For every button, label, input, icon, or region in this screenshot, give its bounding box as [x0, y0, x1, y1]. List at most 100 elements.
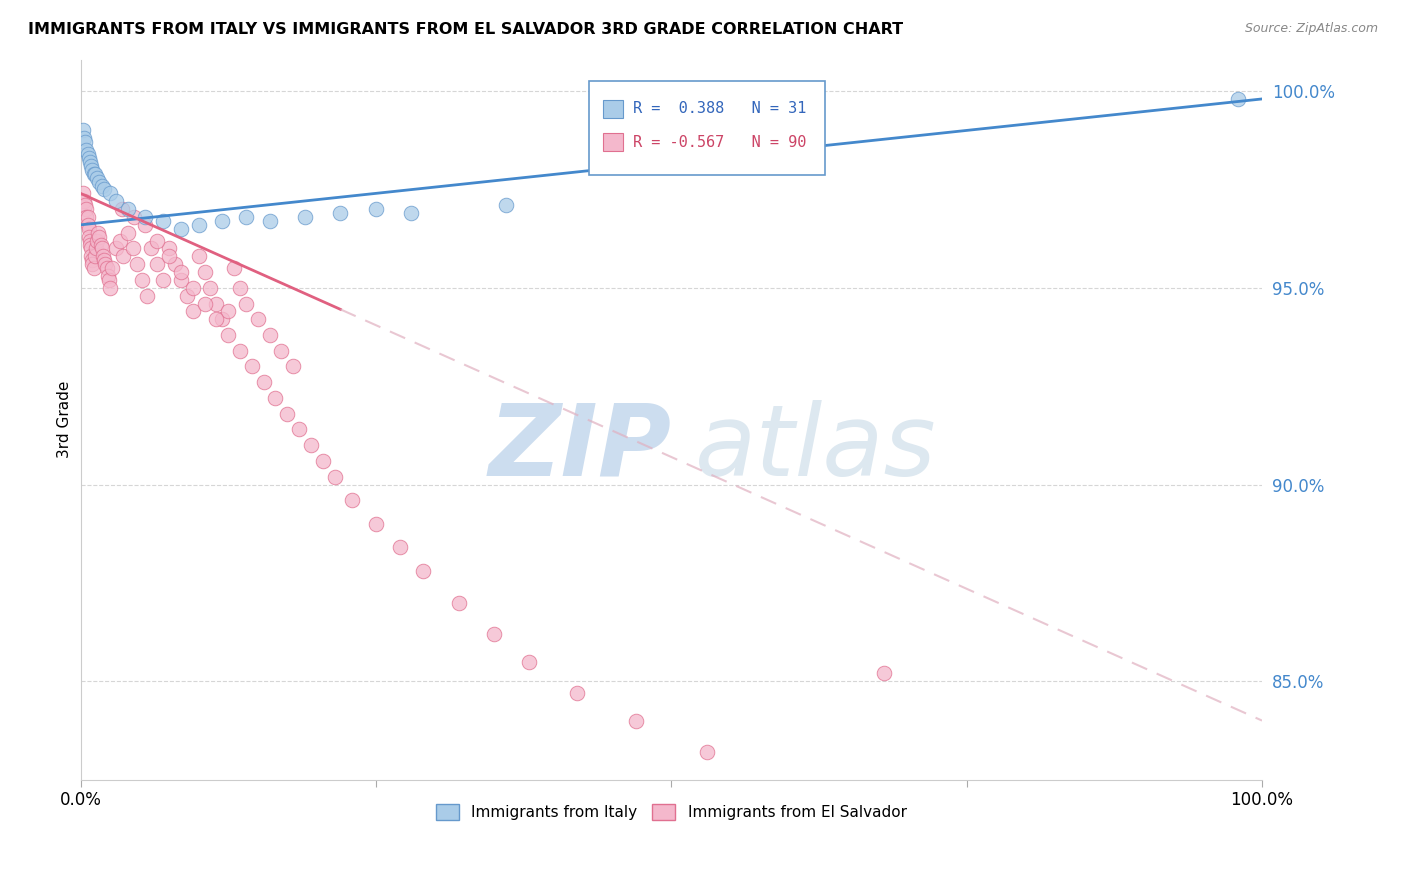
- Point: [229, 281, 252, 295]
- Point: [82, 162, 104, 177]
- Point: [342, 493, 364, 508]
- Point: [117, 202, 139, 216]
- Text: atlas: atlas: [695, 400, 936, 497]
- Point: [84, 242, 107, 256]
- Point: [181, 281, 204, 295]
- Point: [83, 167, 105, 181]
- Point: [211, 312, 233, 326]
- Point: [87, 226, 110, 240]
- Point: [217, 304, 239, 318]
- Point: [873, 666, 896, 681]
- Point: [83, 261, 105, 276]
- Point: [104, 242, 127, 256]
- Point: [364, 202, 387, 216]
- Legend: Immigrants from Italy, Immigrants from El Salvador: Immigrants from Italy, Immigrants from E…: [430, 797, 912, 826]
- Point: [90, 178, 112, 193]
- Point: [98, 281, 121, 295]
- Text: Source: ZipAtlas.com: Source: ZipAtlas.com: [1244, 22, 1378, 36]
- Text: IMMIGRANTS FROM ITALY VS IMMIGRANTS FROM EL SALVADOR 3RD GRADE CORRELATION CHART: IMMIGRANTS FROM ITALY VS IMMIGRANTS FROM…: [28, 22, 903, 37]
- Point: [86, 234, 108, 248]
- Point: [235, 210, 257, 224]
- Point: [93, 253, 115, 268]
- Point: [176, 288, 198, 302]
- Point: [146, 234, 169, 248]
- Point: [565, 686, 588, 700]
- Point: [170, 221, 193, 235]
- Point: [170, 265, 193, 279]
- Point: [270, 343, 292, 358]
- Point: [89, 229, 111, 244]
- Point: [82, 253, 104, 268]
- Point: [519, 655, 541, 669]
- Point: [240, 359, 263, 374]
- Point: [364, 516, 387, 531]
- Point: [73, 131, 96, 145]
- Point: [83, 249, 105, 263]
- Point: [217, 328, 239, 343]
- Point: [94, 257, 117, 271]
- Point: [75, 135, 97, 149]
- Point: [134, 218, 156, 232]
- Point: [117, 226, 139, 240]
- Point: [122, 210, 145, 224]
- Point: [134, 210, 156, 224]
- Point: [264, 391, 287, 405]
- Point: [101, 261, 124, 276]
- Point: [121, 242, 143, 256]
- Point: [75, 202, 97, 216]
- Point: [111, 202, 134, 216]
- Point: [112, 249, 135, 263]
- Point: [89, 175, 111, 189]
- Point: [294, 210, 316, 224]
- Text: R =  0.388   N = 31: R = 0.388 N = 31: [633, 101, 806, 116]
- Point: [77, 229, 100, 244]
- Point: [77, 151, 100, 165]
- Text: ZIP: ZIP: [488, 400, 671, 497]
- Point: [329, 206, 352, 220]
- Y-axis label: 3rd Grade: 3rd Grade: [58, 381, 72, 458]
- Point: [276, 407, 298, 421]
- Point: [131, 273, 153, 287]
- Point: [96, 261, 118, 276]
- Point: [187, 218, 209, 232]
- Point: [163, 257, 186, 271]
- Point: [79, 234, 101, 248]
- Point: [80, 249, 103, 263]
- Point: [299, 438, 322, 452]
- Point: [80, 242, 103, 256]
- Point: [146, 257, 169, 271]
- Point: [259, 214, 281, 228]
- Text: R = -0.567   N = 90: R = -0.567 N = 90: [633, 135, 806, 150]
- Point: [170, 273, 193, 287]
- Point: [90, 242, 112, 256]
- Point: [75, 210, 97, 224]
- Point: [246, 312, 269, 326]
- Point: [127, 257, 149, 271]
- Point: [76, 218, 98, 232]
- Point: [401, 206, 423, 220]
- Point: [259, 328, 281, 343]
- Bar: [603, 134, 623, 152]
- Point: [80, 159, 103, 173]
- Point: [152, 214, 174, 228]
- Point: [135, 288, 157, 302]
- Point: [104, 194, 127, 209]
- Point: [152, 273, 174, 287]
- Point: [141, 242, 163, 256]
- Point: [205, 296, 228, 310]
- FancyBboxPatch shape: [589, 81, 825, 175]
- Point: [72, 186, 94, 201]
- Point: [91, 249, 114, 263]
- Point: [229, 343, 252, 358]
- Point: [76, 210, 98, 224]
- Point: [323, 469, 346, 483]
- Point: [98, 186, 121, 201]
- Point: [181, 304, 204, 318]
- Point: [157, 242, 180, 256]
- Point: [412, 564, 434, 578]
- Point: [235, 296, 257, 310]
- Point: [108, 234, 131, 248]
- Point: [482, 627, 505, 641]
- Point: [283, 359, 305, 374]
- Point: [211, 214, 233, 228]
